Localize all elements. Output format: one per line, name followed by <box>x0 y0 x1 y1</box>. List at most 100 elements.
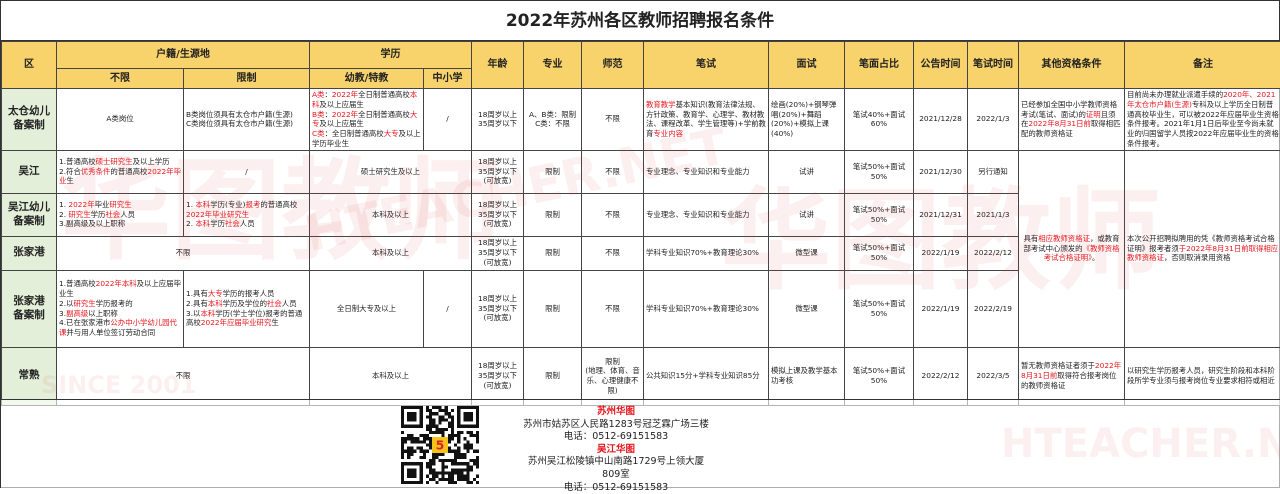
cell-major: 限制 <box>524 270 582 347</box>
cell-exam: 另行通知 <box>968 150 1019 193</box>
cell-text: 2022/1/19 <box>922 304 960 313</box>
cell-text: 全日制普通高校 <box>358 90 410 99</box>
header-announce: 公告时间 <box>914 42 968 89</box>
cell-age: 18周岁以上 35周岁以下 (可放宽) <box>472 347 524 405</box>
header-ratio: 笔面占比 <box>845 42 914 89</box>
cell-age: 18周岁以上 35周岁以下 (可放宽) <box>472 150 524 193</box>
cell-major: 限制 <box>524 236 582 270</box>
cell-normal: 不限 <box>582 270 644 347</box>
cell-text: 笔试50%+面试50% <box>853 205 905 224</box>
cell-text: 1. <box>59 200 68 209</box>
cell-text: 笔试50%+面试50% <box>853 299 905 318</box>
highlight-text: 2022年 <box>332 110 358 119</box>
cell-text: / <box>245 167 248 176</box>
highlight-text: 证明 <box>1086 110 1101 119</box>
cell-edu-preschool: A类：2022年全日制普通高校本科及以上应届生 B类：2022年全日制普通高校大… <box>310 89 424 151</box>
cell-text: 专业理念、专业知识和专业能力 <box>646 167 749 176</box>
cell-hukou-limit: / <box>184 150 310 193</box>
header-hukou-limit: 限制 <box>184 69 310 89</box>
cell-major: 限制 <box>524 150 582 193</box>
cell-text: 2. <box>59 210 68 219</box>
cell-interview: 微型课 <box>769 236 845 270</box>
cell-announce: 2021/12/28 <box>914 89 968 151</box>
cell-ratio: 笔试50%+面试50% <box>845 236 914 270</box>
cell-text: 微型课 <box>795 248 817 257</box>
highlight-text: 研究生 <box>73 299 95 308</box>
cell-text: 2021/12/31 <box>919 210 962 219</box>
cell-interview: 微型课 <box>769 270 845 347</box>
highlight-text: 本科 <box>208 299 223 308</box>
cell-major: 限制 <box>524 193 582 236</box>
header-edu-preschool: 幼教/特教 <box>310 69 424 89</box>
cell-written: 专业理念、专业知识和专业能力 <box>644 150 769 193</box>
cell-text: 另行通知 <box>978 167 1008 176</box>
highlight-text: 研究生 <box>68 210 90 219</box>
cell-district: 吴江 <box>2 150 57 193</box>
cell-text: 限制 <box>545 304 560 313</box>
cell-text: 人员 <box>240 219 255 228</box>
conditions-table: 区 户籍/生源地 学历 年龄 专业 师范 笔试 面试 笔面占比 公告时间 笔试时… <box>1 41 1280 406</box>
cell-text: 并与用人单位签订劳动合同 <box>66 328 155 337</box>
cell-text: ： <box>324 110 331 119</box>
highlight-text: C类 <box>312 129 325 138</box>
highlight-text: 2022年毕业研究生 <box>186 210 249 219</box>
cell-text: 模拟上课及教学基本功考核 <box>771 366 838 385</box>
cell-text: 的普通高校 <box>110 167 147 176</box>
cell-text: 笔试40%+面试60% <box>853 110 905 129</box>
cell-district: 张家港 备案制 <box>2 270 57 347</box>
cell-written: 教育教学基本知识(教育法律法规、方针政策、教育学、心理学、教材教法、课程改革、学… <box>644 89 769 151</box>
cell-text: 18周岁以上 35周岁以下 (可放宽) <box>478 361 517 390</box>
highlight-text: B类 <box>312 110 324 119</box>
highlight-text: A类 <box>312 90 324 99</box>
office2-name: 吴江华图 <box>521 444 711 457</box>
cell-hukou-limit: 1.具有大专学历的报考人员 2.具有本科学历及学位的社会人员 3.以本科学历(学… <box>184 270 310 347</box>
cell-text: 试讲 <box>799 167 814 176</box>
header-education: 学历 <box>310 42 472 69</box>
cell-age: 18周岁以上 35周岁以下 <box>472 89 524 151</box>
header-major: 专业 <box>524 42 582 89</box>
cell-text: 生 <box>271 318 278 327</box>
cell-text: 2. <box>186 219 195 228</box>
highlight-text: 研究生 <box>109 200 131 209</box>
highlight-text: 副高级 <box>66 309 88 318</box>
cell-text: 公共知识15分+学科专业知识85分 <box>646 371 760 380</box>
header-district: 区 <box>2 42 57 89</box>
cell-hukou-limit: 1. 本科学历(专业)报考的普通高校2022年毕业研究生 2. 本科学历社会人员 <box>184 193 310 236</box>
cell-text: 学历(专业) <box>210 200 245 209</box>
cell-text: 18周岁以上 35周岁以下 (可放宽) <box>478 238 517 267</box>
cell-text: 张家港 备案制 <box>13 295 45 321</box>
cell-text: 太仓幼儿 备案制 <box>8 105 50 131</box>
header-note: 备注 <box>1125 42 1280 89</box>
cell-edu: 本科及以上 <box>310 236 472 270</box>
cell-text: 2021/12/30 <box>919 167 962 176</box>
cell-district: 常熟 <box>2 347 57 405</box>
cell-announce: 2022/1/19 <box>914 270 968 347</box>
cell-text: 试讲 <box>799 210 814 219</box>
cell-text: 学历及学位的 <box>223 299 267 308</box>
cell-major: 限制 <box>524 347 582 405</box>
cell-edu: 本科及以上 <box>310 347 472 405</box>
cell-announce: 2021/12/30 <box>914 150 968 193</box>
cell-other: 暂无教师资格证者须于2022年8月31日前取得符合报考岗位的教师资格证 <box>1019 347 1125 405</box>
highlight-text: 本科 <box>195 200 210 209</box>
cell-age: 18周岁以上 35周岁以下 (可放宽) <box>472 193 524 236</box>
cell-text: 2022/1/19 <box>922 248 960 257</box>
cell-text: 学历 <box>91 210 106 219</box>
office1-name: 苏州华图 <box>521 406 711 419</box>
cell-ratio: 笔试50%+面试50% <box>845 270 914 347</box>
cell-text: 及以上应届生 <box>319 119 363 128</box>
cell-text: 全日制普通高校 <box>358 110 410 119</box>
cell-note: 目前尚未办理就业派遣手续的2020年、2021年太仓市户籍(生源)专科及以上学历… <box>1125 89 1280 151</box>
qr-code[interactable]: 5 <box>401 406 479 484</box>
cell-district: 吴江幼儿 备案制 <box>2 193 57 236</box>
office2-address: 苏州吴江松陵镇中山南路1729号上领大厦809室 <box>521 456 711 481</box>
cell-text: 不限 <box>176 371 191 380</box>
office1-address: 苏州市姑苏区人民路1283号冠芝霖广场三楼 <box>521 419 711 432</box>
cell-normal: 不限 <box>582 150 644 193</box>
cell-text: 学科专业知识70%+教育理论30% <box>646 248 759 257</box>
highlight-text: 社会 <box>267 299 282 308</box>
cell-text: 18周岁以上 35周岁以下 <box>478 110 517 129</box>
cell-exam: 2022/1/3 <box>968 89 1019 151</box>
cell-text: ，否则取消录用资格 <box>1164 253 1231 262</box>
